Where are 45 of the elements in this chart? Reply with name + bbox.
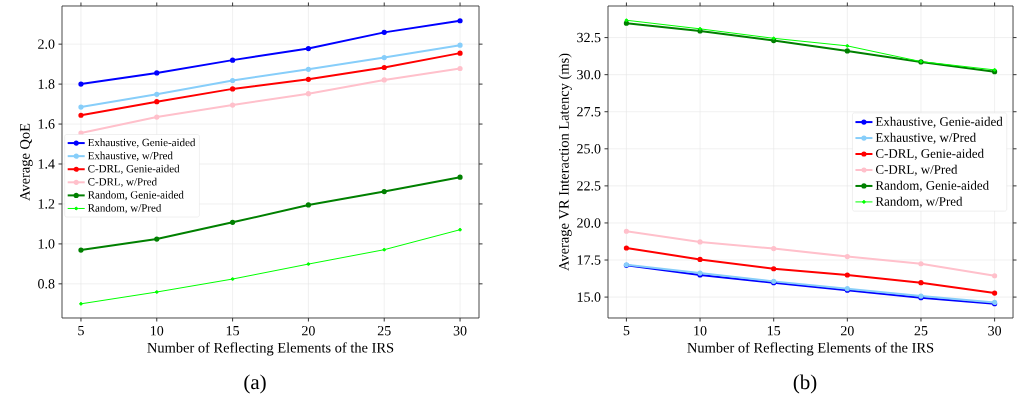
y-tick-label: 25.0 [577, 144, 601, 154]
x-tick-label: 5 [623, 326, 630, 336]
text: (b) [793, 374, 817, 394]
x-tick-label: 15 [767, 326, 781, 336]
y-tick-label: 22.5 [577, 181, 601, 191]
legend-label: Random, Genie-aided [88, 190, 184, 201]
x-tick-label: 30 [988, 326, 1002, 336]
x-tick-label: 5 [78, 326, 84, 336]
legend-label: Exhaustive, Genie-aided [88, 138, 196, 148]
x-tick-label: 20 [302, 326, 315, 336]
x-tick-label: 25 [914, 326, 928, 336]
y-tick-label: 15.0 [577, 292, 601, 302]
x-tick-label: 20 [840, 326, 854, 336]
x-tick-label: 15 [226, 326, 240, 336]
legend-label: C-DRL, Genie-aided [875, 148, 984, 160]
x-tick-label: 25 [377, 326, 391, 336]
y-tick-label: 1.8 [38, 79, 55, 89]
legend-label: Random, Genie-aided [875, 180, 989, 192]
legend-label: Exhaustive, w/Pred [875, 132, 976, 144]
y-tick-label: 1.0 [38, 239, 55, 249]
y-tick-label: 1.6 [38, 119, 55, 129]
y-tick-label: 27.5 [577, 107, 601, 117]
legend-label: C-DRL, w/Pred [88, 177, 157, 188]
x-axis-title: Number of Reflecting Elements of the IRS [687, 342, 934, 356]
y-tick-label: 17.5 [577, 255, 601, 265]
y-tick-label: 1.4 [38, 159, 55, 169]
legend-label: Exhaustive, Genie-aided [875, 116, 1003, 128]
legend-label: Exhaustive, w/Pred [88, 151, 173, 161]
y-tick-label: 0.8 [38, 279, 55, 289]
legend-label: Random, w/Pred [875, 196, 963, 208]
text: (a) [244, 374, 266, 394]
y-tick-label: 30.0 [577, 69, 601, 80]
y-axis-title: Average QoE [20, 123, 33, 201]
y-axis-title: Average VR Interaction Latency (ms) [558, 53, 572, 271]
y-tick-label: 2.0 [38, 39, 55, 49]
legend-label: Random, w/Pred [88, 203, 162, 214]
x-axis-title: Number of Reflecting Elements of the IRS [147, 342, 394, 356]
x-tick-label: 10 [694, 326, 707, 336]
x-tick-label: 10 [151, 326, 164, 336]
legend-label: C-DRL, w/Pred [875, 164, 958, 176]
legend-label: C-DRL, Genie-aided [88, 164, 180, 174]
y-tick-label: 1.2 [38, 199, 55, 209]
y-tick-label: 20.0 [577, 218, 601, 228]
y-tick-label: 32.5 [577, 32, 601, 43]
x-tick-label: 30 [453, 326, 467, 336]
